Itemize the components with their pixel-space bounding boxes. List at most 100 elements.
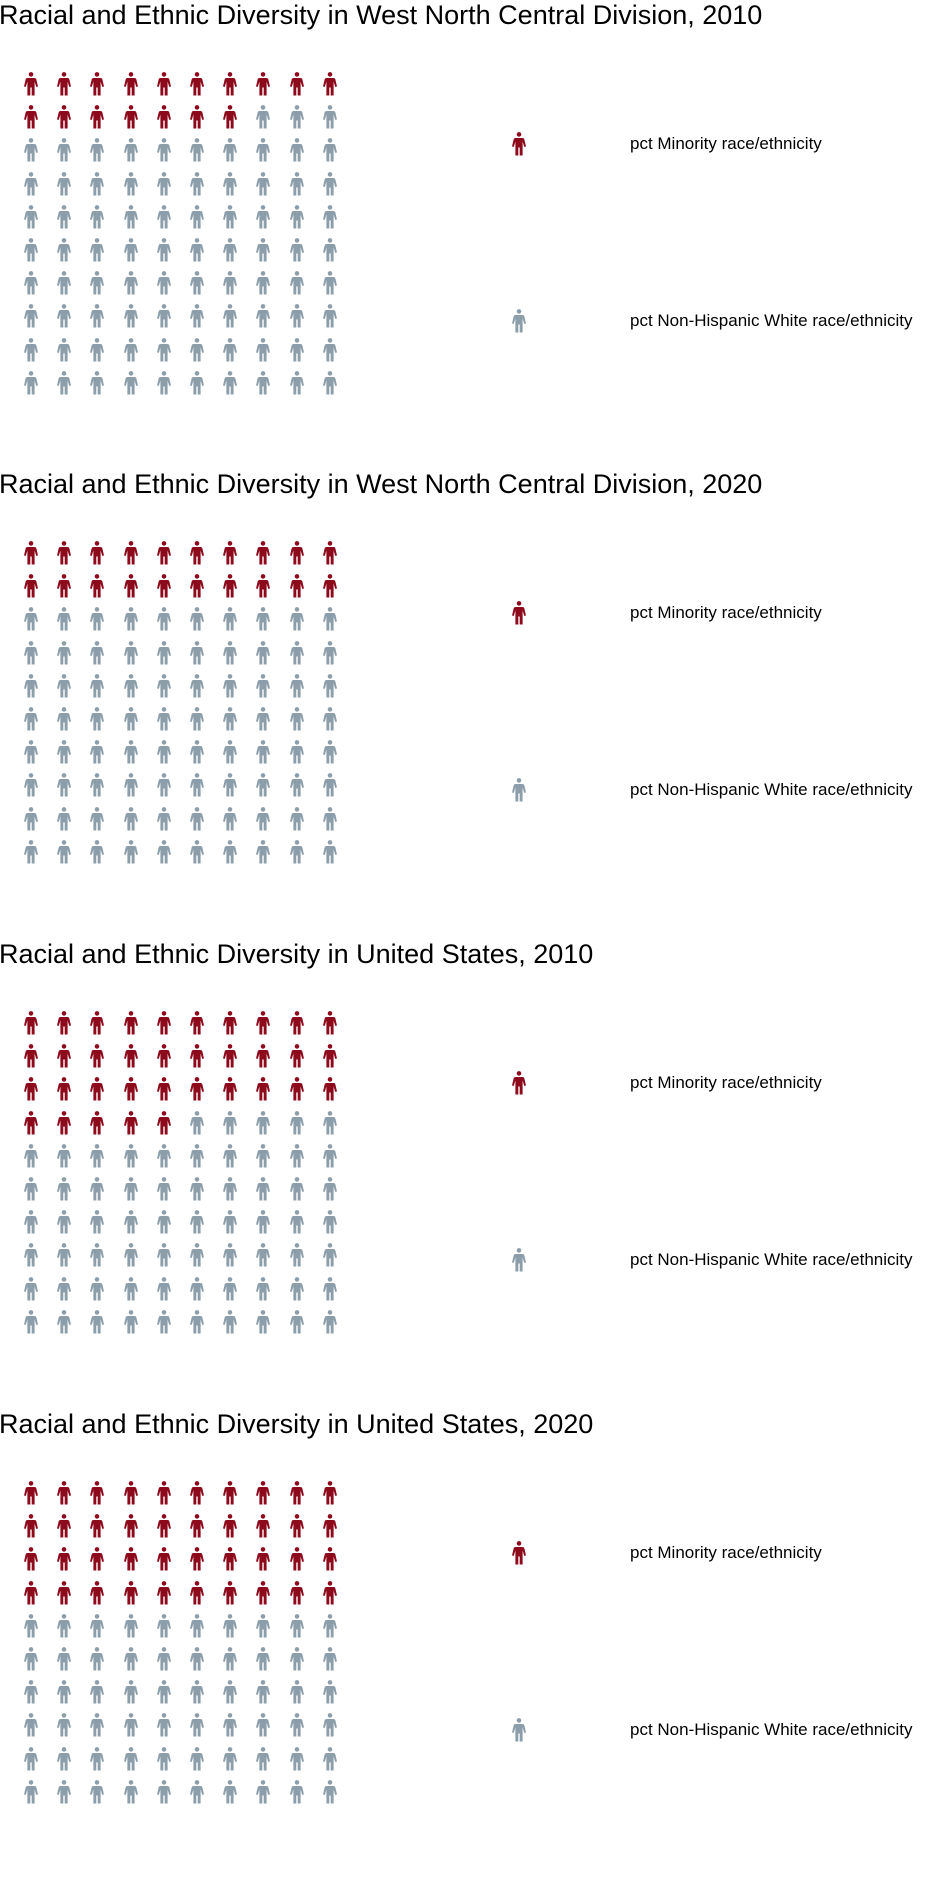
white-person-icon [57,1713,72,1737]
white-person-icon [223,607,238,631]
minority-person-icon [156,1514,171,1538]
white-person-icon [322,1210,337,1234]
minority-person-icon [256,1481,271,1505]
white-person-icon [57,238,72,262]
white-person-icon [190,1177,204,1201]
minority-person-icon [289,1514,304,1538]
white-person-icon [24,607,38,631]
minority-person-icon [123,1580,138,1605]
minority-person-icon [322,1481,337,1505]
minority-person-icon [123,72,138,96]
white-person-icon [123,1177,138,1201]
minority-person-icon [156,1077,171,1101]
minority-person-icon [190,72,204,96]
white-person-icon [322,1309,337,1334]
white-person-icon [24,1243,38,1267]
minority-person-icon [90,541,105,565]
white-person-icon [57,607,72,631]
minority-person-icon [289,1481,304,1505]
white-person-icon [223,204,238,229]
white-person-icon [256,1309,271,1334]
minority-person-icon [289,1547,304,1571]
minority-person-icon [57,574,72,598]
white-person-icon [256,673,271,698]
white-person-icon [90,171,105,196]
white-person-icon [190,773,204,797]
minority-person-icon [90,105,105,129]
white-person-icon [57,773,72,797]
white-person-icon [24,707,38,731]
legend-label: pct Non-Hispanic White race/ethnicity [630,1720,913,1739]
minority-person-icon [190,1580,204,1605]
minority-person-icon [156,1044,171,1068]
white-person-icon [123,1746,138,1771]
white-person-icon [190,370,204,395]
white-person-icon [123,238,138,262]
white-person-icon [123,673,138,698]
white-person-icon [190,640,204,665]
white-person-icon [322,673,337,698]
white-person-icon [289,1177,304,1201]
white-person-icon [256,238,271,262]
white-person-icon [156,204,171,229]
white-person-icon [57,740,72,764]
minority-person-icon [190,105,204,129]
white-person-icon [156,370,171,395]
white-person-icon [223,1647,238,1671]
white-person-icon [289,1210,304,1234]
white-person-icon [322,1680,337,1704]
white-person-icon [289,1680,304,1704]
white-person-icon [156,1210,171,1234]
minority-person-icon [190,1547,204,1571]
minority-person-icon [57,1547,72,1571]
minority-person-icon [256,72,271,96]
minority-person-icon [123,1011,138,1035]
white-person-icon [24,1613,38,1638]
white-person-icon [57,1779,72,1804]
white-person-icon [223,304,238,328]
white-person-icon [223,839,238,864]
white-person-icon [24,138,38,162]
white-person-icon [322,740,337,764]
legend-white-person-icon [512,1718,526,1742]
white-person-icon [57,204,72,229]
white-person-icon [123,1143,138,1168]
minority-person-icon [156,105,171,129]
white-person-icon [190,1647,204,1671]
minority-person-icon [90,1514,105,1538]
white-person-icon [123,1243,138,1267]
minority-person-icon [57,1011,72,1035]
white-person-icon [190,271,204,295]
minority-person-icon [90,574,105,598]
white-person-icon [24,1177,38,1201]
white-person-icon [256,707,271,731]
white-person-icon [24,370,38,395]
white-person-icon [190,607,204,631]
white-person-icon [156,171,171,196]
white-person-icon [24,1779,38,1804]
white-person-icon [289,839,304,864]
white-person-icon [57,337,72,362]
minority-person-icon [256,574,271,598]
legend-minority-person-icon [512,132,526,156]
white-person-icon [190,1613,204,1638]
minority-person-icon [156,72,171,96]
minority-person-icon [57,72,72,96]
white-person-icon [289,740,304,764]
white-person-icon [223,773,238,797]
white-person-icon [90,1177,105,1201]
minority-person-icon [223,1547,238,1571]
minority-person-icon [123,1481,138,1505]
white-person-icon [123,1680,138,1704]
white-person-icon [190,1143,204,1168]
white-person-icon [156,839,171,864]
white-person-icon [24,1680,38,1704]
white-person-icon [289,673,304,698]
white-person-icon [289,1243,304,1267]
white-person-icon [156,1177,171,1201]
minority-person-icon [223,1077,238,1101]
white-person-icon [289,337,304,362]
white-person-icon [90,370,105,395]
minority-person-icon [90,1011,105,1035]
white-person-icon [322,773,337,797]
